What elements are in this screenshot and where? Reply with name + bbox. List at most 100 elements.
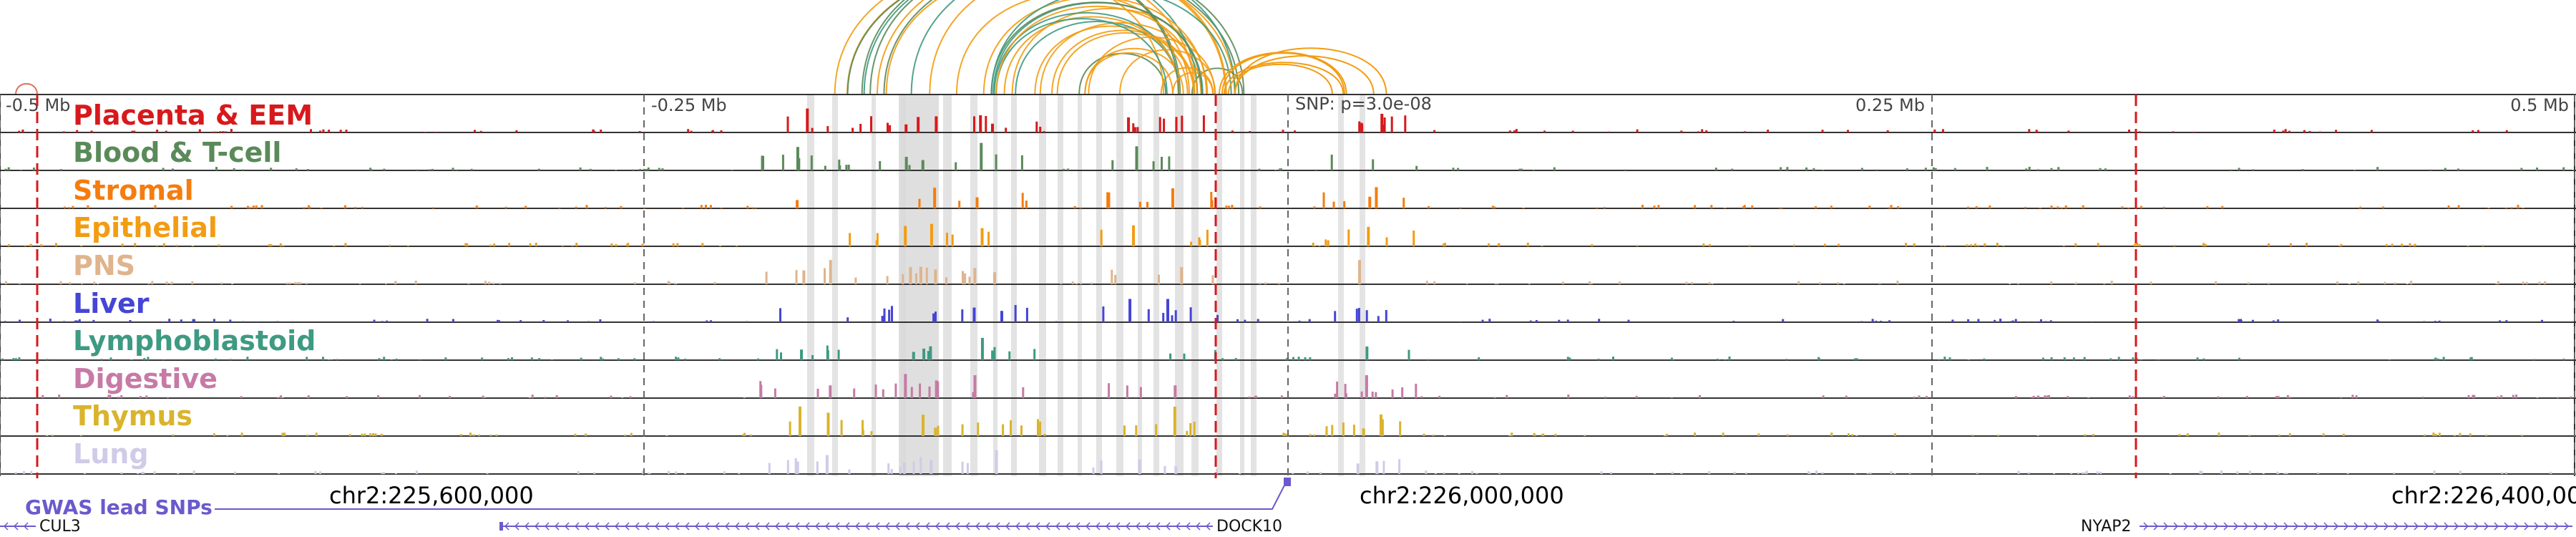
signal-peak — [466, 243, 469, 246]
signal-peak — [2267, 282, 2270, 284]
signal-peak — [1672, 359, 1674, 360]
signal-peak — [1158, 117, 1161, 132]
signal-peak — [6, 397, 9, 398]
gene-label-dock10: DOCK10 — [1216, 518, 1282, 536]
strand-arrow — [1175, 522, 1181, 531]
signal-peak — [1163, 118, 1166, 132]
signal-peak — [77, 320, 79, 322]
signal-peak — [2162, 206, 2165, 208]
signal-peak — [2025, 168, 2028, 170]
signal-peak — [2421, 397, 2424, 398]
interaction-arc — [1171, 72, 1214, 95]
signal-peak — [1999, 319, 2002, 322]
signal-peak — [919, 457, 922, 474]
signal-peak — [336, 359, 338, 360]
signal-peak — [2517, 205, 2519, 208]
signal-peak — [249, 207, 251, 208]
signal-peak — [1304, 357, 1307, 360]
signal-peak — [816, 461, 819, 474]
signal-peak — [677, 357, 680, 360]
signal-peak — [19, 319, 21, 322]
signal-peak — [64, 206, 67, 208]
signal-peak — [1670, 397, 1673, 398]
signal-peak — [1155, 424, 1158, 436]
signal-peak — [1259, 282, 1262, 284]
signal-peak — [2434, 434, 2437, 436]
signal-peak — [2072, 357, 2075, 360]
signal-peak — [642, 470, 645, 474]
signal-peak — [720, 130, 723, 132]
signal-peak — [2340, 243, 2343, 246]
track-label-lymphoblastoid: Lymphoblastoid — [73, 325, 316, 357]
strand-arrow — [2454, 522, 2459, 531]
signal-peak — [24, 245, 26, 246]
signal-peak — [774, 388, 776, 398]
signal-peak — [2505, 320, 2508, 322]
signal-peak — [2447, 205, 2450, 208]
strand-arrow — [2404, 522, 2409, 531]
signal-peak — [1067, 168, 1069, 170]
signal-peak — [270, 244, 273, 246]
signal-peak — [673, 282, 676, 284]
strand-arrow — [2323, 522, 2329, 531]
signal-peak — [2371, 130, 2373, 132]
signal-peak — [307, 395, 310, 398]
signal-peak — [72, 205, 74, 208]
signal-peak — [2442, 357, 2445, 360]
signal-peak — [369, 433, 372, 436]
signal-peak — [2423, 321, 2426, 322]
signal-peak — [1554, 433, 1557, 436]
signal-peak — [1158, 274, 1160, 284]
signal-peak — [93, 281, 96, 284]
signal-peak — [511, 357, 513, 360]
signal-peak — [2050, 205, 2053, 208]
signal-peak — [1966, 206, 1969, 208]
signal-peak — [1355, 309, 1358, 322]
signal-peak — [1913, 396, 1916, 398]
signal-peak — [1221, 358, 1224, 360]
gwas-snp-marker[interactable] — [1284, 478, 1291, 486]
signal-peak — [2026, 321, 2029, 322]
signal-peak — [162, 359, 165, 360]
signal-peak — [1458, 473, 1460, 474]
signal-peak — [2505, 472, 2507, 474]
signal-peak — [1020, 425, 1023, 436]
signal-peak — [2027, 472, 2030, 474]
signal-peak — [1375, 392, 1377, 398]
signal-peak — [297, 282, 299, 284]
signal-peak — [585, 205, 588, 208]
signal-peak — [776, 349, 779, 360]
signal-peak — [985, 116, 987, 132]
signal-peak — [1236, 319, 1239, 322]
signal-peak — [849, 233, 852, 246]
signal-peak — [980, 337, 984, 360]
signal-peak — [192, 470, 195, 474]
signal-peak — [2162, 397, 2164, 398]
signal-peak — [1970, 244, 1973, 246]
signal-peak — [2510, 207, 2513, 208]
signal-peak — [2041, 357, 2044, 360]
signal-peak — [535, 243, 537, 246]
signal-peak — [579, 167, 582, 170]
signal-peak — [46, 435, 49, 436]
signal-peak — [1434, 473, 1437, 474]
signal-peak — [2536, 397, 2539, 398]
signal-peak — [2035, 130, 2038, 132]
signal-peak — [76, 130, 79, 132]
signal-peak — [742, 435, 745, 436]
signal-peak — [1933, 129, 1936, 132]
signal-peak — [593, 472, 596, 474]
signal-peak — [2150, 281, 2152, 284]
signal-peak — [874, 384, 877, 398]
signal-peak — [156, 130, 159, 132]
signal-peak — [2393, 472, 2396, 474]
strand-arrow — [504, 522, 509, 531]
signal-peak — [934, 427, 937, 436]
signal-peak — [4, 321, 6, 322]
signal-peak — [121, 243, 124, 246]
signal-peak — [718, 358, 721, 360]
signal-peak — [1258, 168, 1261, 170]
strand-arrow — [884, 522, 890, 531]
track-label-blood: Blood & T-cell — [73, 137, 281, 168]
signal-peak — [1742, 205, 1745, 208]
